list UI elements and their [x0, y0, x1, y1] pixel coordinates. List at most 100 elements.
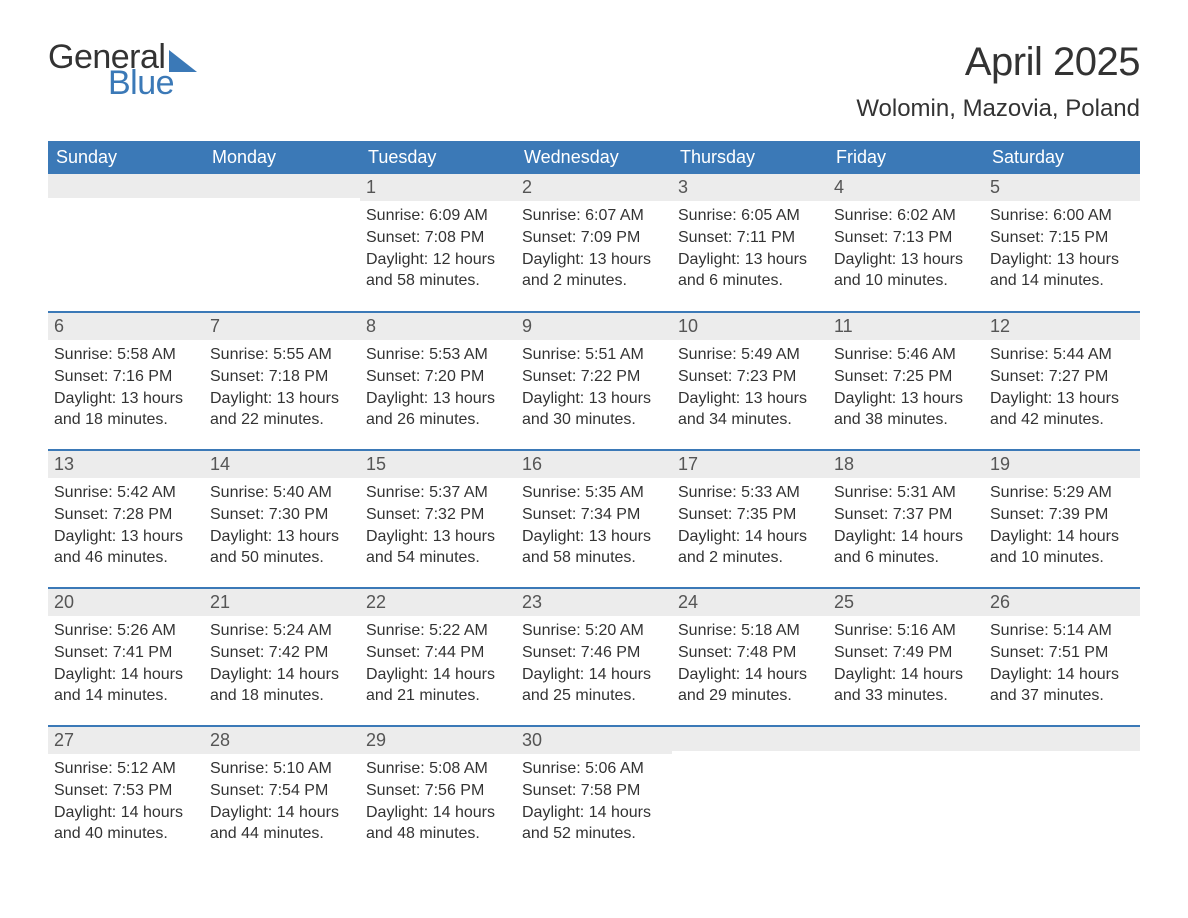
daylight-text-line2: and 34 minutes.	[678, 409, 822, 431]
day-details: Sunrise: 5:26 AMSunset: 7:41 PMDaylight:…	[48, 616, 204, 710]
day-number: 9	[516, 313, 672, 340]
calendar-day-cell: 30Sunrise: 5:06 AMSunset: 7:58 PMDayligh…	[516, 726, 672, 864]
day-number: 5	[984, 174, 1140, 201]
daylight-text-line1: Daylight: 13 hours	[522, 249, 666, 271]
sunrise-text: Sunrise: 5:12 AM	[54, 758, 198, 780]
sunrise-text: Sunrise: 6:07 AM	[522, 205, 666, 227]
daylight-text-line2: and 46 minutes.	[54, 547, 198, 569]
calendar-day-cell: 23Sunrise: 5:20 AMSunset: 7:46 PMDayligh…	[516, 588, 672, 726]
daylight-text-line1: Daylight: 13 hours	[522, 526, 666, 548]
calendar-day-cell: 16Sunrise: 5:35 AMSunset: 7:34 PMDayligh…	[516, 450, 672, 588]
sunrise-text: Sunrise: 5:06 AM	[522, 758, 666, 780]
daylight-text-line1: Daylight: 14 hours	[210, 664, 354, 686]
sunset-text: Sunset: 7:11 PM	[678, 227, 822, 249]
sunrise-text: Sunrise: 5:18 AM	[678, 620, 822, 642]
calendar-day-cell: 27Sunrise: 5:12 AMSunset: 7:53 PMDayligh…	[48, 726, 204, 864]
day-number: 18	[828, 451, 984, 478]
daylight-text-line2: and 21 minutes.	[366, 685, 510, 707]
day-number: 26	[984, 589, 1140, 616]
calendar-day-cell: 22Sunrise: 5:22 AMSunset: 7:44 PMDayligh…	[360, 588, 516, 726]
day-number: 21	[204, 589, 360, 616]
day-number: 4	[828, 174, 984, 201]
day-number	[984, 727, 1140, 751]
daylight-text-line1: Daylight: 14 hours	[54, 664, 198, 686]
sunrise-text: Sunrise: 5:49 AM	[678, 344, 822, 366]
sunrise-text: Sunrise: 5:53 AM	[366, 344, 510, 366]
calendar-day-cell: 8Sunrise: 5:53 AMSunset: 7:20 PMDaylight…	[360, 312, 516, 450]
day-number: 25	[828, 589, 984, 616]
daylight-text-line1: Daylight: 14 hours	[678, 526, 822, 548]
sunrise-text: Sunrise: 5:55 AM	[210, 344, 354, 366]
calendar-day-cell: 10Sunrise: 5:49 AMSunset: 7:23 PMDayligh…	[672, 312, 828, 450]
sunrise-text: Sunrise: 5:35 AM	[522, 482, 666, 504]
day-number: 15	[360, 451, 516, 478]
day-details: Sunrise: 6:02 AMSunset: 7:13 PMDaylight:…	[828, 201, 984, 295]
day-number: 12	[984, 313, 1140, 340]
sunrise-text: Sunrise: 5:46 AM	[834, 344, 978, 366]
daylight-text-line1: Daylight: 14 hours	[366, 802, 510, 824]
day-details: Sunrise: 5:46 AMSunset: 7:25 PMDaylight:…	[828, 340, 984, 434]
sunrise-text: Sunrise: 6:00 AM	[990, 205, 1134, 227]
day-number	[828, 727, 984, 751]
sunset-text: Sunset: 7:37 PM	[834, 504, 978, 526]
daylight-text-line1: Daylight: 13 hours	[990, 249, 1134, 271]
calendar-day-cell: 28Sunrise: 5:10 AMSunset: 7:54 PMDayligh…	[204, 726, 360, 864]
daylight-text-line2: and 54 minutes.	[366, 547, 510, 569]
daylight-text-line1: Daylight: 13 hours	[834, 249, 978, 271]
calendar-header-row: Sunday Monday Tuesday Wednesday Thursday…	[48, 141, 1140, 174]
daylight-text-line1: Daylight: 14 hours	[834, 664, 978, 686]
day-details: Sunrise: 5:10 AMSunset: 7:54 PMDaylight:…	[204, 754, 360, 848]
sunrise-text: Sunrise: 5:42 AM	[54, 482, 198, 504]
daylight-text-line2: and 14 minutes.	[990, 270, 1134, 292]
calendar-day-cell	[984, 726, 1140, 864]
calendar-day-cell: 11Sunrise: 5:46 AMSunset: 7:25 PMDayligh…	[828, 312, 984, 450]
day-number: 10	[672, 313, 828, 340]
daylight-text-line1: Daylight: 14 hours	[54, 802, 198, 824]
daylight-text-line1: Daylight: 14 hours	[834, 526, 978, 548]
day-number: 20	[48, 589, 204, 616]
daylight-text-line2: and 58 minutes.	[366, 270, 510, 292]
sunset-text: Sunset: 7:32 PM	[366, 504, 510, 526]
weekday-header: Monday	[204, 141, 360, 174]
daylight-text-line1: Daylight: 14 hours	[990, 664, 1134, 686]
calendar-day-cell: 15Sunrise: 5:37 AMSunset: 7:32 PMDayligh…	[360, 450, 516, 588]
day-details: Sunrise: 5:40 AMSunset: 7:30 PMDaylight:…	[204, 478, 360, 572]
day-details: Sunrise: 5:33 AMSunset: 7:35 PMDaylight:…	[672, 478, 828, 572]
daylight-text-line1: Daylight: 13 hours	[366, 388, 510, 410]
calendar-day-cell: 2Sunrise: 6:07 AMSunset: 7:09 PMDaylight…	[516, 174, 672, 312]
sunset-text: Sunset: 7:48 PM	[678, 642, 822, 664]
day-number: 23	[516, 589, 672, 616]
sunset-text: Sunset: 7:53 PM	[54, 780, 198, 802]
daylight-text-line2: and 38 minutes.	[834, 409, 978, 431]
daylight-text-line1: Daylight: 14 hours	[210, 802, 354, 824]
day-details: Sunrise: 5:14 AMSunset: 7:51 PMDaylight:…	[984, 616, 1140, 710]
month-title: April 2025	[856, 40, 1140, 85]
sunset-text: Sunset: 7:15 PM	[990, 227, 1134, 249]
day-number: 2	[516, 174, 672, 201]
daylight-text-line2: and 29 minutes.	[678, 685, 822, 707]
day-details: Sunrise: 6:05 AMSunset: 7:11 PMDaylight:…	[672, 201, 828, 295]
day-details: Sunrise: 5:20 AMSunset: 7:46 PMDaylight:…	[516, 616, 672, 710]
sunset-text: Sunset: 7:08 PM	[366, 227, 510, 249]
day-number	[48, 174, 204, 198]
sunset-text: Sunset: 7:30 PM	[210, 504, 354, 526]
sunset-text: Sunset: 7:56 PM	[366, 780, 510, 802]
calendar-day-cell: 13Sunrise: 5:42 AMSunset: 7:28 PMDayligh…	[48, 450, 204, 588]
daylight-text-line2: and 40 minutes.	[54, 823, 198, 845]
sunset-text: Sunset: 7:41 PM	[54, 642, 198, 664]
sunrise-text: Sunrise: 5:22 AM	[366, 620, 510, 642]
day-number	[672, 727, 828, 751]
weekday-header: Friday	[828, 141, 984, 174]
daylight-text-line1: Daylight: 13 hours	[366, 526, 510, 548]
day-details: Sunrise: 5:22 AMSunset: 7:44 PMDaylight:…	[360, 616, 516, 710]
daylight-text-line1: Daylight: 14 hours	[366, 664, 510, 686]
daylight-text-line2: and 2 minutes.	[522, 270, 666, 292]
sunrise-text: Sunrise: 5:29 AM	[990, 482, 1134, 504]
sunset-text: Sunset: 7:44 PM	[366, 642, 510, 664]
daylight-text-line1: Daylight: 13 hours	[54, 526, 198, 548]
calendar-day-cell: 3Sunrise: 6:05 AMSunset: 7:11 PMDaylight…	[672, 174, 828, 312]
daylight-text-line2: and 30 minutes.	[522, 409, 666, 431]
sunrise-text: Sunrise: 6:05 AM	[678, 205, 822, 227]
weekday-header: Saturday	[984, 141, 1140, 174]
sunrise-text: Sunrise: 5:08 AM	[366, 758, 510, 780]
